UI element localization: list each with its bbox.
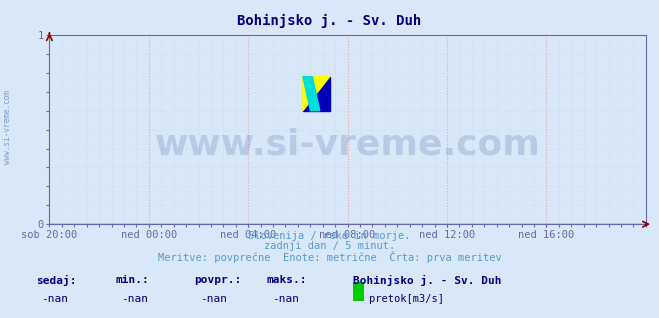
Text: -nan: -nan <box>42 294 69 304</box>
Polygon shape <box>303 77 330 111</box>
Text: Bohinjsko j. - Sv. Duh: Bohinjsko j. - Sv. Duh <box>237 14 422 29</box>
Text: Bohinjsko j. - Sv. Duh: Bohinjsko j. - Sv. Duh <box>353 275 501 286</box>
Text: maks.:: maks.: <box>267 275 307 285</box>
Text: pretok[m3/s]: pretok[m3/s] <box>369 294 444 304</box>
Text: zadnji dan / 5 minut.: zadnji dan / 5 minut. <box>264 241 395 251</box>
Text: min.:: min.: <box>115 275 149 285</box>
Text: www.si-vreme.com: www.si-vreme.com <box>3 90 13 164</box>
Text: povpr.:: povpr.: <box>194 275 242 285</box>
Text: www.si-vreme.com: www.si-vreme.com <box>155 128 540 162</box>
Text: -nan: -nan <box>121 294 148 304</box>
Text: Meritve: povprečne  Enote: metrične  Črta: prva meritev: Meritve: povprečne Enote: metrične Črta:… <box>158 251 501 263</box>
FancyBboxPatch shape <box>303 77 330 111</box>
Text: -nan: -nan <box>200 294 227 304</box>
Polygon shape <box>303 77 320 111</box>
Text: -nan: -nan <box>272 294 299 304</box>
Text: sedaj:: sedaj: <box>36 275 76 286</box>
Text: Slovenija / reke in morje.: Slovenija / reke in morje. <box>248 231 411 240</box>
